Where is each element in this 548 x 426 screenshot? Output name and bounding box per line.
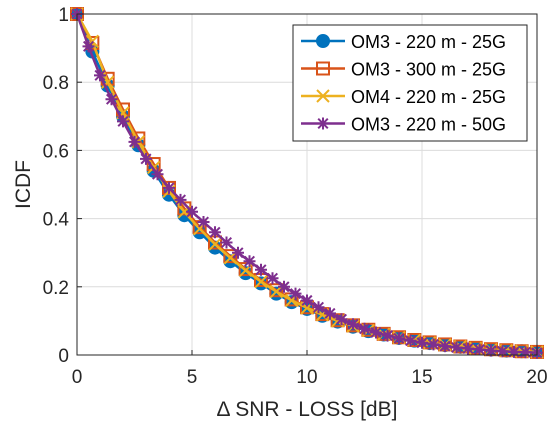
y-tick-label: 0.8 (43, 73, 69, 94)
data-point (209, 226, 221, 239)
legend-entry: OM3 - 220 m - 50G (301, 115, 506, 135)
legend-label: OM3 - 300 m - 25G (351, 60, 506, 80)
legend-label: OM3 - 220 m - 50G (351, 115, 506, 135)
data-point (243, 255, 256, 268)
y-tick-label: 1 (58, 5, 69, 26)
data-point (94, 69, 106, 82)
data-point (255, 263, 267, 276)
data-point (128, 135, 141, 148)
tick-labels: 0 5 10 15 20 0 0.2 0.4 0.6 0.8 1 (43, 5, 548, 388)
data-point (174, 193, 187, 206)
data-point (316, 61, 330, 76)
y-tick-label: 0.6 (43, 141, 69, 162)
y-tick-label: 0.4 (43, 210, 70, 231)
data-point (117, 115, 129, 128)
data-point (439, 340, 451, 353)
data-point (163, 181, 175, 194)
data-point (393, 332, 405, 345)
legend: OM3 - 220 m - 25G OM3 - 300 m - 25G OM4 - … (292, 24, 528, 142)
data-point (370, 326, 382, 339)
legend-entry: OM3 - 220 m - 25G (301, 32, 506, 52)
legend-label: OM3 - 220 m - 25G (351, 32, 506, 52)
data-point (324, 307, 336, 320)
data-point (269, 283, 284, 298)
data-point (358, 322, 371, 335)
data-point (508, 345, 520, 358)
y-axis-label: ICDF (12, 160, 35, 209)
data-point (238, 262, 253, 277)
data-point (519, 346, 532, 359)
x-tick-label: 10 (296, 367, 317, 388)
data-point (316, 89, 330, 103)
data-point (312, 301, 325, 314)
data-point (289, 287, 302, 300)
x-tick-label: 20 (526, 367, 547, 388)
legend-label: OM4 - 220 m - 25G (351, 87, 506, 107)
x-tick-label: 15 (411, 367, 432, 388)
x-tick-label: 0 (72, 367, 83, 388)
data-point (82, 40, 95, 53)
data-point (220, 236, 233, 249)
data-point (381, 329, 394, 342)
data-point (404, 334, 417, 347)
data-point (140, 152, 152, 165)
data-point (223, 251, 238, 265)
data-point (232, 246, 244, 259)
data-point (223, 249, 238, 264)
data-point (317, 117, 329, 130)
data-point (254, 274, 268, 289)
data-point (496, 345, 509, 358)
data-point (335, 313, 348, 326)
y-tick-label: 0.2 (43, 278, 69, 299)
data-point (450, 341, 463, 354)
data-point (151, 168, 164, 181)
data-point (266, 272, 279, 285)
data-point (427, 338, 440, 351)
data-point (186, 205, 198, 218)
data-point (316, 34, 330, 48)
data-point (347, 318, 359, 331)
legend-entry: OM3 - 300 m - 25G (301, 60, 506, 80)
data-point (105, 93, 118, 106)
series-layer (70, 7, 544, 359)
data-point (208, 237, 222, 251)
x-tick-label: 5 (187, 367, 198, 388)
x-axis-label: Δ SNR - LOSS [dB] (217, 398, 398, 421)
legend-box (292, 24, 528, 142)
y-tick-label: 0 (58, 346, 69, 367)
data-point (473, 343, 486, 356)
data-point (485, 344, 497, 357)
data-point (462, 342, 474, 355)
data-point (301, 294, 313, 307)
data-point (278, 280, 290, 293)
data-point (416, 336, 428, 349)
data-point (197, 216, 210, 229)
legend-entry: OM4 - 220 m - 25G (301, 87, 506, 107)
